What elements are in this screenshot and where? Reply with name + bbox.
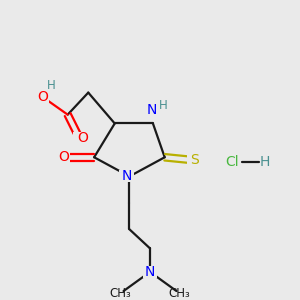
Text: O: O	[77, 131, 88, 145]
Text: H: H	[260, 155, 270, 169]
Bar	[57, 152, 70, 163]
Text: S: S	[190, 153, 199, 167]
Text: O: O	[37, 90, 48, 104]
Text: H: H	[47, 79, 56, 92]
Text: CH₃: CH₃	[110, 287, 131, 300]
Bar	[36, 91, 49, 103]
Bar	[119, 170, 134, 182]
Text: CH₃: CH₃	[169, 287, 190, 300]
Text: N: N	[121, 169, 132, 183]
Bar	[73, 132, 86, 144]
Bar	[147, 103, 165, 117]
Text: O: O	[58, 150, 69, 164]
Text: N: N	[145, 265, 155, 279]
Text: H: H	[159, 99, 168, 112]
Text: Cl: Cl	[226, 155, 239, 169]
Bar	[143, 266, 157, 278]
Bar	[188, 154, 201, 166]
Text: N: N	[146, 103, 157, 117]
